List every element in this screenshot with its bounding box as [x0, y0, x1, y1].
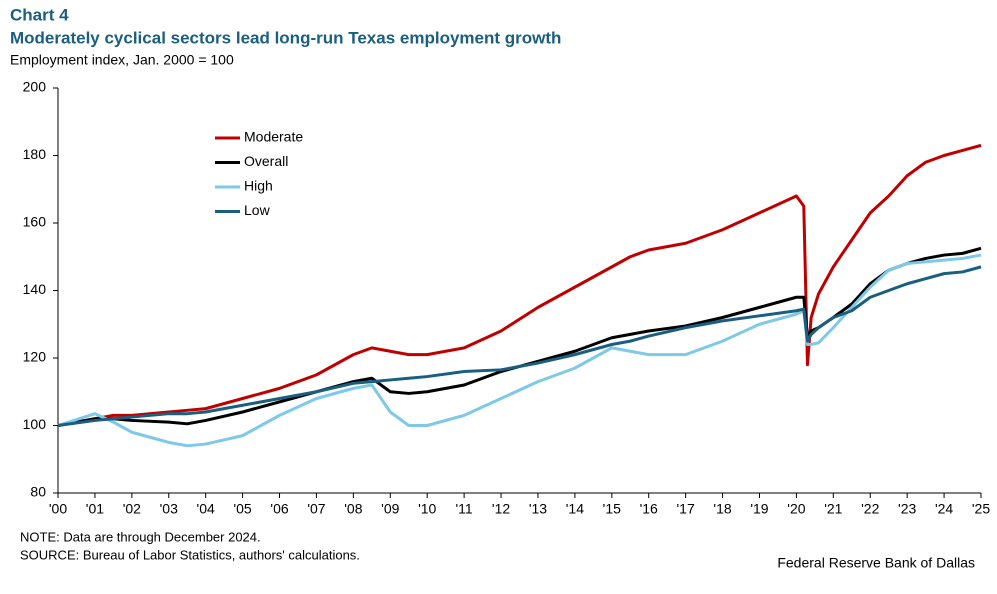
x-tick-label: '15 — [603, 501, 621, 517]
series-line — [57, 143, 982, 427]
x-tick-label: '22 — [861, 501, 879, 517]
x-tick-label: '11 — [456, 501, 473, 517]
x-tick-label: '21 — [824, 501, 842, 517]
x-tick-label: '12 — [492, 501, 510, 517]
y-tick-label: 180 — [23, 146, 47, 162]
y-tick-label: 140 — [23, 281, 47, 297]
x-tick-label: '25 — [972, 501, 990, 517]
series-line — [57, 246, 982, 427]
x-tick-label: '09 — [381, 501, 399, 517]
series-line — [57, 253, 982, 448]
x-tick-label: '01 — [86, 501, 104, 517]
x-tick-label: '10 — [418, 501, 436, 517]
y-tick-label: 160 — [23, 214, 47, 230]
source: SOURCE: Bureau of Labor Statistics, auth… — [20, 547, 360, 562]
chart-label: Chart 4 — [10, 5, 69, 24]
x-tick-label: '05 — [233, 501, 251, 517]
x-tick-label: '13 — [529, 501, 547, 517]
legend-label: High — [244, 178, 273, 194]
x-tick-label: '14 — [566, 501, 584, 517]
x-tick-label: '02 — [123, 501, 141, 517]
y-tick-label: 80 — [30, 484, 46, 500]
x-tick-label: '04 — [197, 501, 215, 517]
y-tick-label: 100 — [23, 416, 47, 432]
x-tick-label: '23 — [898, 501, 916, 517]
legend-label: Low — [244, 202, 271, 218]
chart-title: Moderately cyclical sectors lead long-ru… — [10, 28, 561, 47]
x-tick-label: '17 — [677, 501, 695, 517]
legend-label: Moderate — [244, 129, 303, 145]
note: NOTE: Data are through December 2024. — [20, 529, 261, 544]
x-tick-label: '06 — [270, 501, 288, 517]
x-tick-label: '03 — [160, 501, 178, 517]
x-tick-label: '16 — [640, 501, 658, 517]
x-tick-label: '19 — [750, 501, 768, 517]
x-tick-label: '07 — [307, 501, 325, 517]
y-tick-label: 200 — [23, 79, 47, 95]
y-tick-label: 120 — [23, 349, 47, 365]
series-line — [57, 265, 982, 427]
x-tick-label: '00 — [49, 501, 67, 517]
x-tick-label: '20 — [787, 501, 805, 517]
credit: Federal Reserve Bank of Dallas — [777, 555, 975, 571]
x-tick-label: '08 — [344, 501, 362, 517]
x-tick-label: '18 — [713, 501, 731, 517]
y-axis-label: Employment index, Jan. 2000 = 100 — [10, 52, 234, 68]
legend-label: Overall — [244, 153, 288, 169]
x-tick-label: '24 — [935, 501, 953, 517]
